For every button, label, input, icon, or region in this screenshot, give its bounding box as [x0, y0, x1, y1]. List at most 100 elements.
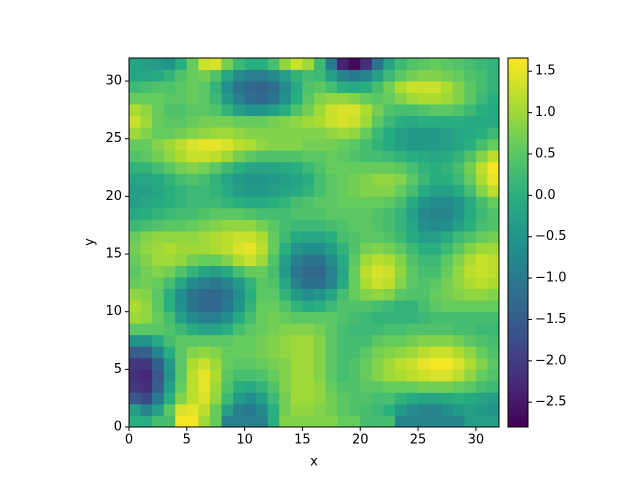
cell [487, 277, 500, 290]
cell [256, 323, 269, 336]
cell [129, 207, 141, 220]
cell [163, 323, 176, 336]
cell [418, 403, 431, 416]
cell [140, 104, 153, 117]
cell [429, 277, 442, 290]
cell [233, 380, 246, 393]
cell [360, 127, 373, 140]
cell [452, 230, 465, 243]
cell [244, 403, 257, 416]
cell [290, 173, 303, 186]
cell [464, 323, 477, 336]
cell [163, 346, 176, 359]
cell [452, 254, 465, 266]
cell [198, 104, 211, 117]
cell [302, 380, 315, 393]
cell [267, 369, 280, 382]
cell [429, 230, 442, 243]
cell [129, 242, 141, 255]
cell [209, 346, 222, 359]
cell [418, 300, 431, 313]
cell [267, 196, 280, 209]
cell [487, 334, 500, 347]
cell [348, 115, 361, 128]
cell [290, 300, 303, 313]
x-tick-label: 10 [236, 433, 253, 448]
cell [441, 346, 454, 359]
cell [233, 346, 246, 359]
cell [279, 230, 292, 243]
cell [302, 277, 315, 290]
cell [140, 173, 153, 186]
cell [267, 277, 280, 290]
cell [418, 392, 431, 405]
cell [209, 81, 222, 93]
cell [267, 92, 280, 105]
cell [325, 92, 338, 105]
cell [452, 150, 465, 163]
cell [337, 81, 350, 93]
cell [487, 69, 500, 82]
cell [186, 403, 199, 416]
cell [464, 115, 477, 128]
cell [233, 369, 246, 382]
cell [394, 242, 407, 255]
cell [290, 392, 303, 405]
cell [140, 380, 153, 393]
cell [175, 184, 188, 197]
cell [221, 161, 234, 174]
cell [186, 254, 199, 266]
cell [406, 104, 419, 117]
cell [290, 81, 303, 93]
cell [394, 415, 407, 428]
cell [198, 115, 211, 128]
cell [290, 127, 303, 140]
cell [152, 138, 165, 151]
cell [186, 196, 199, 209]
cell [452, 207, 465, 220]
cell [406, 242, 419, 255]
cell [209, 415, 222, 428]
cell [140, 323, 153, 336]
cell [140, 207, 153, 220]
cell [337, 207, 350, 220]
cell [186, 81, 199, 93]
cell [209, 184, 222, 197]
cell [163, 380, 176, 393]
cell [487, 115, 500, 128]
cell [129, 380, 141, 393]
cell [360, 334, 373, 347]
cell [452, 69, 465, 82]
cell [383, 150, 396, 163]
cell [383, 92, 396, 105]
cell [290, 184, 303, 197]
cell [221, 415, 234, 428]
cell [325, 265, 338, 278]
cell [129, 334, 141, 347]
cell [429, 161, 442, 174]
cell [337, 265, 350, 278]
cell [441, 323, 454, 336]
cell [475, 196, 488, 209]
cell [394, 230, 407, 243]
cell [406, 184, 419, 197]
cell [371, 288, 384, 301]
cell [383, 403, 396, 416]
cell [348, 219, 361, 232]
cell [418, 81, 431, 93]
cell [464, 334, 477, 347]
colorbar-tick-label: 1.5 [535, 64, 556, 79]
cell [152, 196, 165, 209]
cell [394, 300, 407, 313]
cell [475, 207, 488, 220]
cell [279, 288, 292, 301]
cell [406, 369, 419, 382]
cell [186, 369, 199, 382]
cell [360, 58, 373, 70]
cell [221, 184, 234, 197]
cell [129, 300, 141, 313]
cell [441, 357, 454, 370]
cell [279, 92, 292, 105]
cell [267, 219, 280, 232]
cell [233, 92, 246, 105]
